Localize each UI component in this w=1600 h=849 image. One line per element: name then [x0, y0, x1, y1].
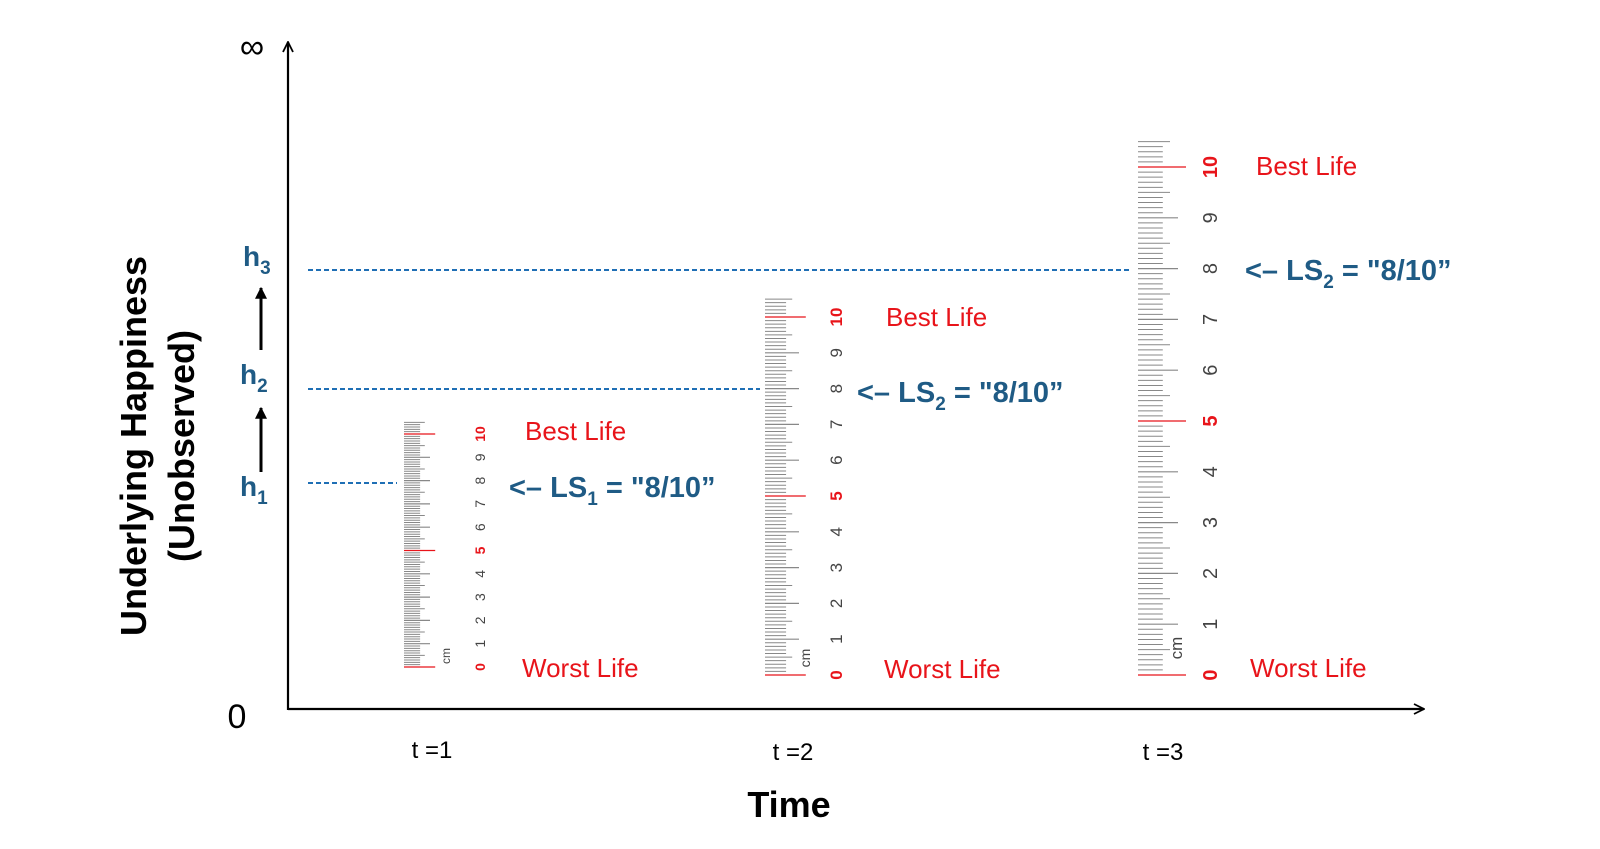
ruler-unit-label: cm — [1167, 637, 1186, 660]
ruler-number: 7 — [827, 420, 846, 429]
ruler-number: 3 — [1200, 517, 1222, 528]
happiness-level-h3: h3 — [243, 241, 271, 279]
ruler-t3-ticks — [1138, 141, 1186, 676]
happiness-level-h1: h1 — [240, 471, 268, 509]
ruler-t3: 0 1 2 3 4 5 6 7 8 9 10 cm Best Life Worst Life <– L… — [1138, 141, 1452, 683]
y-axis-title-line1: Underlying Happiness — [113, 256, 154, 636]
ruler-number: 9 — [827, 348, 846, 357]
ruler-number: 4 — [1200, 466, 1222, 477]
ruler-t3-numbers: 0 1 2 3 4 5 6 7 8 9 10 cm — [1167, 156, 1222, 681]
ruler-t1-best-life: Best Life — [525, 416, 626, 446]
ruler-unit-label: cm — [439, 648, 453, 664]
time-label-1: t =1 — [412, 737, 453, 764]
ruler-number: 8 — [827, 384, 846, 393]
ruler-t2-worst-life: Worst Life — [884, 654, 1001, 684]
ruler-number: 6 — [1200, 365, 1222, 376]
ruler-t2-ls-label: <– LS2 = "8/10” — [857, 377, 1064, 415]
ruler-t1: 0 1 2 3 4 5 6 7 8 9 10 cm Best Life Worst Life <– L… — [404, 416, 716, 683]
ruler-t1-ls-label: <– LS1 = "8/10” — [509, 472, 716, 510]
ruler-number: 1 — [472, 640, 488, 648]
ruler-number: 4 — [472, 570, 488, 578]
ruler-t3-ls-label: <– LS2 = "8/10” — [1245, 255, 1452, 293]
ruler-number: 2 — [472, 616, 488, 624]
ruler-t2: 0 1 2 3 4 5 6 7 8 9 10 cm Best Life Worst Life <– L… — [765, 298, 1064, 684]
ruler-number: 10 — [1200, 156, 1222, 178]
time-label-3: t =3 — [1143, 739, 1184, 766]
ruler-t1-worst-life: Worst Life — [522, 653, 639, 683]
ruler-number: 7 — [472, 500, 488, 508]
ruler-number: 7 — [1200, 314, 1222, 325]
ruler-number: 0 — [472, 663, 488, 671]
ruler-number: 5 — [472, 546, 488, 554]
ruler-t3-worst-life: Worst Life — [1250, 653, 1367, 683]
origin-label: 0 — [228, 698, 247, 736]
ruler-t1-numbers: 0 1 2 3 4 5 6 7 8 9 10 cm — [439, 426, 488, 671]
ruler-t3-best-life: Best Life — [1256, 151, 1357, 181]
ruler-number: 2 — [1200, 568, 1222, 579]
ruler-unit-label: cm — [797, 649, 813, 668]
ruler-t2-numbers: 0 1 2 3 4 5 6 7 8 9 10 cm — [797, 308, 846, 680]
y-axis-title-line2: (Unobserved) — [161, 330, 202, 562]
ruler-number: 8 — [1200, 263, 1222, 274]
ruler-number: 10 — [472, 426, 488, 442]
ruler-number: 3 — [472, 593, 488, 601]
ruler-number: 5 — [827, 491, 846, 500]
ruler-number: 2 — [827, 599, 846, 608]
ruler-number: 6 — [472, 523, 488, 531]
ruler-t1-ticks — [404, 421, 436, 668]
ruler-number: 8 — [472, 476, 488, 484]
ruler-number: 5 — [1200, 415, 1222, 426]
ruler-number: 0 — [827, 670, 846, 679]
ruler-number: 10 — [827, 308, 846, 327]
ruler-number: 6 — [827, 455, 846, 464]
ruler-number: 1 — [1200, 619, 1222, 630]
ruler-t2-ticks — [765, 298, 806, 676]
ruler-number: 1 — [827, 634, 846, 643]
time-label-2: t =2 — [773, 739, 814, 766]
ruler-number: 4 — [827, 527, 846, 536]
y-axis-infinity-label: ∞ — [240, 28, 264, 66]
ruler-number: 3 — [827, 563, 846, 572]
ruler-number: 9 — [472, 453, 488, 461]
x-axis-title: Time — [747, 784, 830, 825]
ruler-number: 0 — [1200, 669, 1222, 680]
ruler-t2-best-life: Best Life — [886, 302, 987, 332]
ruler-number: 9 — [1200, 212, 1222, 223]
happiness-level-h2: h2 — [240, 359, 268, 397]
